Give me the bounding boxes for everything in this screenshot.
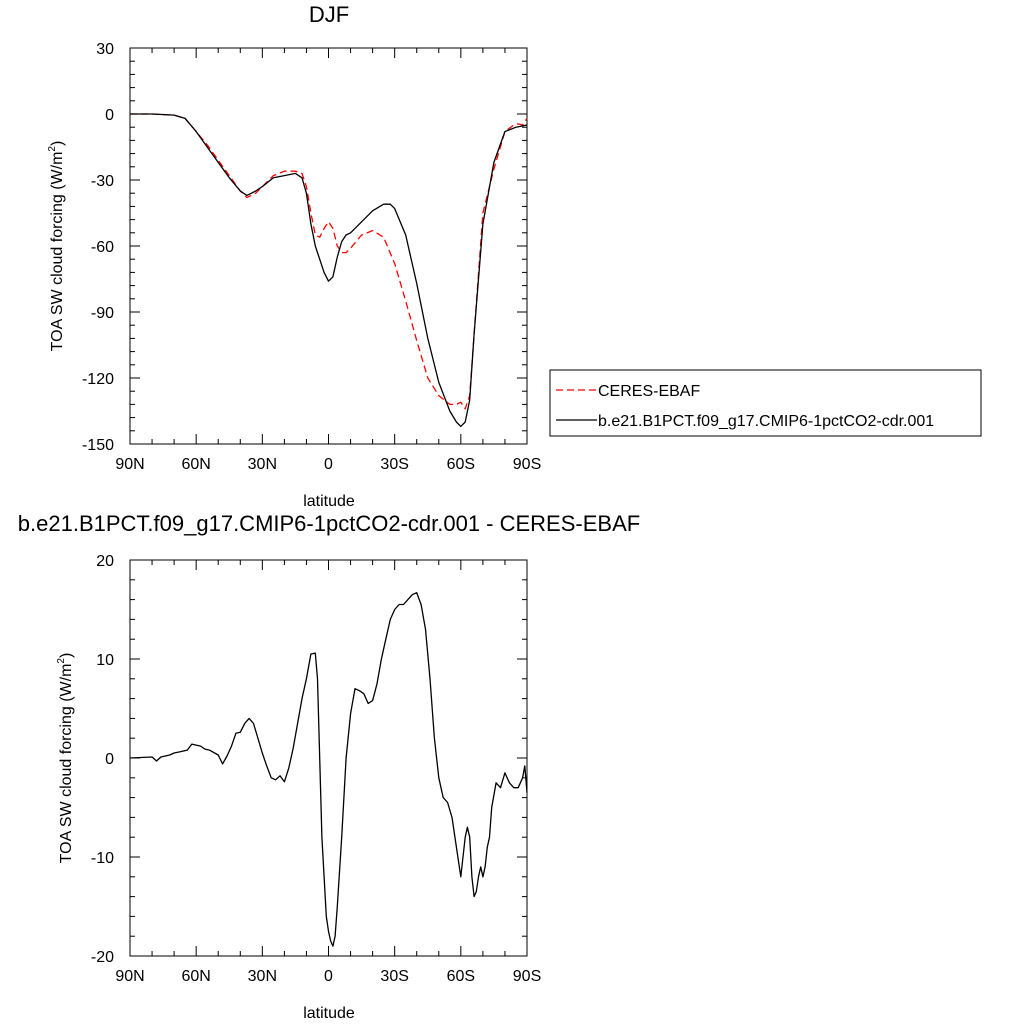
- ytick-label: -30: [91, 173, 114, 190]
- chart-top-ticks: [129, 47, 528, 445]
- chart-top-series: [130, 113, 528, 428]
- chart-bottom-series: [129, 592, 528, 947]
- xtick-label: 30S: [380, 456, 408, 473]
- chart-bottom-ylabel-tail: ): [58, 653, 75, 658]
- chart-bottom-ticks: [129, 559, 528, 957]
- xtick-label: 90S: [513, 456, 541, 473]
- ytick-label: -10: [91, 850, 114, 867]
- legend-label-model: b.e21.B1PCT.f09_g17.CMIP6-1pctCO2-cdr.00…: [598, 413, 934, 430]
- bot-series-line-0: [129, 592, 528, 947]
- chart-bottom-ylabel-main: TOA SW cloud forcing (W/m: [58, 664, 75, 864]
- top-series-line-0: [130, 113, 528, 410]
- chart-top-xtick-labels: 90N 60N 30N 0 30S 60S 90S: [115, 456, 541, 473]
- xtick-label: 0: [324, 456, 333, 473]
- xtick-label: 30S: [380, 968, 408, 985]
- ytick-label: -120: [82, 371, 114, 388]
- ytick-label: -150: [82, 437, 114, 454]
- xtick-label: 0: [324, 968, 333, 985]
- legend-label-ceres: CERES-EBAF: [598, 383, 700, 400]
- xtick-label: 60S: [447, 456, 475, 473]
- chart-bottom: b.e21.B1PCT.f09_g17.CMIP6-1pctCO2-cdr.00…: [18, 511, 640, 1022]
- xtick-label: 90N: [115, 968, 144, 985]
- chart-top-ylabel: TOA SW cloud forcing (W/m2): [47, 141, 66, 352]
- ytick-label: -90: [91, 305, 114, 322]
- chart-top-ylabel-tail: ): [49, 141, 66, 146]
- ytick-label: 0: [105, 751, 114, 768]
- chart-top-xlabel: latitude: [303, 493, 355, 510]
- ytick-label: -20: [91, 949, 114, 966]
- ytick-label: 10: [96, 652, 114, 669]
- xtick-label: 60S: [447, 968, 475, 985]
- legend-box: [549, 369, 982, 437]
- legend: CERES-EBAF b.e21.B1PCT.f09_g17.CMIP6-1pc…: [549, 369, 982, 437]
- chart-bottom-ytick-labels: 20 10 0 -10 -20: [91, 553, 114, 966]
- chart-top-title: DJF: [309, 2, 349, 27]
- chart-bottom-frame: [129, 559, 528, 957]
- chart-top-ylabel-sup: 2: [47, 146, 58, 152]
- chart-bottom-xlabel: latitude: [303, 1005, 355, 1022]
- chart-top-ylabel-main: TOA SW cloud forcing (W/m: [49, 152, 66, 352]
- ytick-label: -60: [91, 239, 114, 256]
- xtick-label: 30N: [248, 456, 277, 473]
- ytick-label: 0: [105, 107, 114, 124]
- xtick-label: 60N: [181, 456, 210, 473]
- xtick-label: 60N: [181, 968, 210, 985]
- chart-top: DJF 90N 60N 30N 0 30S 60S 90S 30 0 -30 -60 -90 -120…: [47, 2, 541, 510]
- chart-bottom-xtick-labels: 90N 60N 30N 0 30S 60S 90S: [115, 968, 541, 985]
- xtick-label: 90S: [513, 968, 541, 985]
- xtick-label: 30N: [248, 968, 277, 985]
- chart-top-ytick-labels: 30 0 -30 -60 -90 -120 -150: [82, 41, 114, 454]
- chart-bottom-ylabel: TOA SW cloud forcing (W/m2): [56, 653, 75, 864]
- xtick-label: 90N: [115, 456, 144, 473]
- top-series-line-1: [130, 113, 528, 428]
- chart-bottom-title: b.e21.B1PCT.f09_g17.CMIP6-1pctCO2-cdr.00…: [18, 511, 640, 536]
- ytick-label: 30: [96, 41, 114, 58]
- chart-top-frame: [129, 47, 528, 445]
- chart-bottom-ylabel-sup: 2: [56, 658, 67, 664]
- ytick-label: 20: [96, 553, 114, 570]
